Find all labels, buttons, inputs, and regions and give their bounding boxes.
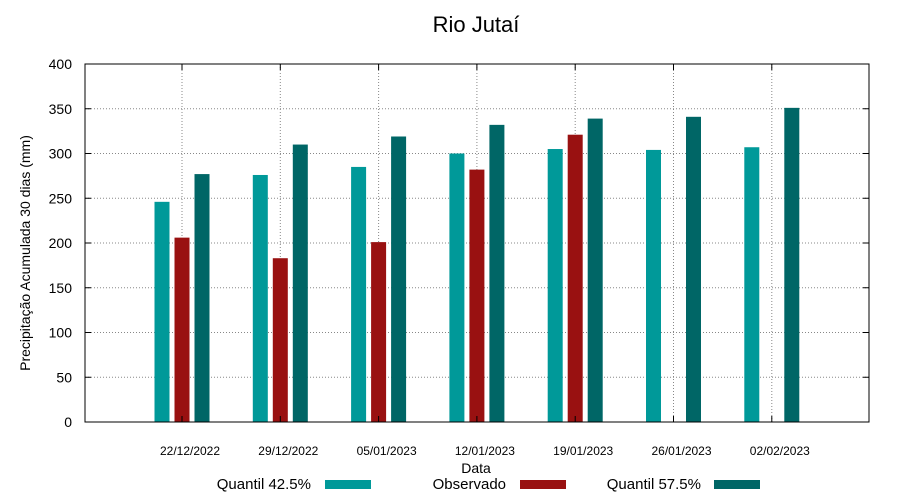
y-tick-label: 0 [64,414,72,430]
x-tick-label: 29/12/2022 [258,444,318,458]
bar-2 [371,242,387,422]
legend-swatch [714,480,760,489]
bar-3 [292,144,308,423]
x-axis-ticks: 22/12/2022 29/12/2022 05/01/2023 12/01/2023… [160,64,810,458]
legend-label: Quantil 57.5% [607,476,701,493]
y-tick-label: 200 [49,235,73,251]
x-tick-label: 12/01/2023 [455,444,515,458]
legend-swatch [520,480,566,489]
bar-3 [194,174,210,422]
bar-1 [252,174,268,422]
x-tick-label: 02/02/2023 [750,444,810,458]
bar-3 [587,118,603,422]
bar-3 [784,107,800,422]
bar-2 [174,237,190,422]
x-axis-label: Data [461,460,491,476]
x-tick-label: 26/01/2023 [651,444,711,458]
bar-2 [469,169,485,422]
y-axis-label: Precipitação Acumulada 30 dias (mm) [17,135,33,371]
bar-3 [686,116,701,423]
legend-label: Quantil 42.5% [217,476,311,493]
y-axis-ticks: 0 50 100 150 200 250 300 350 400 [49,56,869,430]
legend: Quantil 42.5% Observado Quantil 57.5% [217,476,760,493]
chart-title: Rio Jutaí [433,12,520,37]
bar-3 [391,136,407,422]
bar-2 [567,134,583,422]
x-tick-label: 22/12/2022 [160,444,220,458]
y-tick-label: 300 [49,146,73,162]
bar-2 [272,258,288,422]
x-tick-label: 05/01/2023 [357,444,417,458]
y-tick-label: 250 [49,190,73,206]
y-tick-label: 400 [49,56,73,72]
bar-1 [449,153,465,422]
bar-1 [744,147,760,423]
bar-1 [351,166,367,422]
bar-1 [646,149,661,423]
x-tick-label: 19/01/2023 [553,444,613,458]
y-tick-label: 100 [49,325,73,341]
legend-label: Observado [433,476,506,493]
bar-1 [154,201,170,422]
bar-3 [489,124,505,423]
bar-1 [547,149,563,422]
y-tick-label: 50 [56,369,72,385]
y-tick-label: 150 [49,280,73,296]
bars [154,107,800,423]
legend-swatch [325,480,371,489]
y-tick-label: 350 [49,101,73,117]
